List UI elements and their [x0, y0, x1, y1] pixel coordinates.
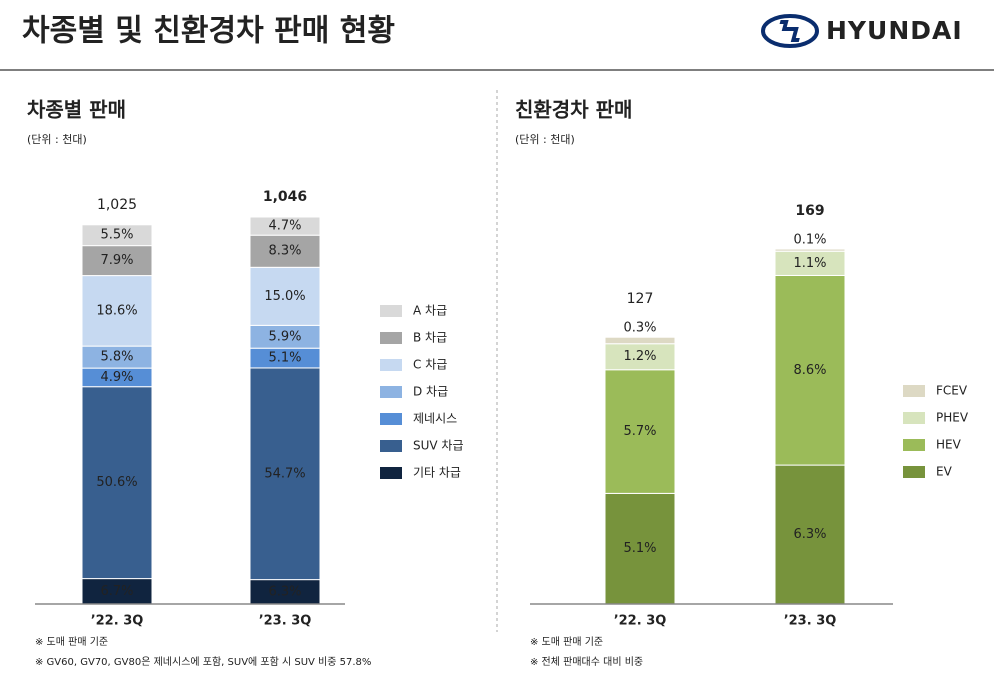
- x-tick-label: ’23. 3Q: [784, 614, 837, 629]
- footnote: ※ GV60, GV70, GV80은 제네시스에 포함, SUV에 포함 시 …: [35, 656, 371, 668]
- bar-value-label: 6.7%: [100, 584, 133, 599]
- x-tick-label: ’22. 3Q: [614, 614, 667, 629]
- logo-h: [779, 20, 800, 42]
- bar-value-label: 5.9%: [268, 329, 301, 344]
- legend-swatch: [903, 439, 925, 451]
- bar-value-label: 18.6%: [96, 303, 137, 318]
- total-label: 1,025: [97, 197, 137, 213]
- footnote: ※ 도매 판매 기준: [35, 636, 108, 648]
- legend-label: D 차급: [413, 385, 448, 399]
- chart-title: 친환경차 판매: [515, 98, 632, 122]
- legend-label: SUV 차급: [413, 439, 464, 453]
- bar-segment: [249, 266, 321, 326]
- legend-swatch: [903, 466, 925, 478]
- footnote: ※ 도매 판매 기준: [530, 636, 603, 648]
- total-label: 169: [795, 203, 824, 219]
- legend-label: EV: [936, 465, 953, 479]
- bar-segment: [604, 343, 676, 371]
- bar-value-label: 5.8%: [100, 350, 133, 365]
- bar-value-label: 0.3%: [623, 321, 656, 336]
- slide-title: 차종별 및 친환경차 판매 현황: [22, 14, 395, 49]
- bar-value-label: 1.2%: [623, 349, 656, 364]
- bar-segment: [249, 216, 321, 236]
- legend-label: 제네시스: [413, 412, 457, 426]
- bar-value-label: 54.7%: [264, 466, 305, 481]
- legend-label: PHEV: [936, 411, 969, 425]
- bar-value-label: 0.1%: [793, 233, 826, 248]
- bar-value-label: 7.9%: [100, 253, 133, 268]
- legend-label: 기타 차급: [413, 466, 461, 480]
- bar-value-label: 5.1%: [623, 541, 656, 556]
- bar-segment: [81, 578, 153, 605]
- x-tick-label: ’22. 3Q: [91, 614, 144, 629]
- footnote: ※ 전체 판매대수 대비 비중: [530, 656, 643, 668]
- chart-title: 차종별 판매: [27, 98, 126, 122]
- bar-value-label: 4.7%: [268, 219, 301, 234]
- bar-segment: [81, 224, 153, 247]
- bar-value-label: 5.1%: [268, 351, 301, 366]
- bar-segment: [774, 248, 846, 252]
- bar-value-label: 8.6%: [793, 363, 826, 378]
- bar-segment: [774, 250, 846, 276]
- legend-label: HEV: [936, 438, 962, 452]
- legend-label: FCEV: [936, 384, 968, 398]
- legend-label: C 차급: [413, 358, 447, 372]
- total-label: 1,046: [263, 189, 307, 205]
- bar-value-label: 5.5%: [100, 228, 133, 243]
- bar-value-label: 8.3%: [268, 244, 301, 259]
- logo-text: HYUNDAI: [826, 16, 963, 45]
- legend-label: B 차급: [413, 331, 447, 345]
- bar-segment: [774, 464, 846, 605]
- legend-swatch: [903, 412, 925, 424]
- legend-swatch: [380, 467, 402, 479]
- bar-value-label: 6.3%: [793, 527, 826, 542]
- bar-segment: [604, 336, 676, 345]
- bar-segment: [774, 274, 846, 466]
- legend-swatch: [903, 385, 925, 397]
- x-tick-label: ’23. 3Q: [259, 614, 312, 629]
- bar-segment: [249, 234, 321, 268]
- bar-segment: [604, 492, 676, 605]
- total-label: 127: [627, 291, 654, 307]
- legend-swatch: [380, 440, 402, 452]
- bar-value-label: 6.3%: [268, 584, 301, 599]
- logo-emblem: [761, 14, 819, 48]
- bar-value-label: 4.9%: [100, 370, 133, 385]
- logo: HYUNDAI: [761, 14, 963, 48]
- chart-subtitle: (단위 : 천대): [515, 132, 575, 146]
- legend-swatch: [380, 413, 402, 425]
- bar-value-label: 1.1%: [793, 256, 826, 271]
- bar-value-label: 5.7%: [623, 424, 656, 439]
- legend-swatch: [380, 359, 402, 371]
- bar-value-label: 50.6%: [96, 475, 137, 490]
- legend-swatch: [380, 332, 402, 344]
- legend-swatch: [380, 305, 402, 317]
- bar-value-label: 15.0%: [264, 289, 305, 304]
- legend-swatch: [380, 386, 402, 398]
- chart-subtitle: (단위 : 천대): [27, 132, 87, 146]
- legend-label: A 차급: [413, 304, 447, 318]
- bar-segment: [81, 386, 153, 580]
- bar-segment: [604, 369, 676, 494]
